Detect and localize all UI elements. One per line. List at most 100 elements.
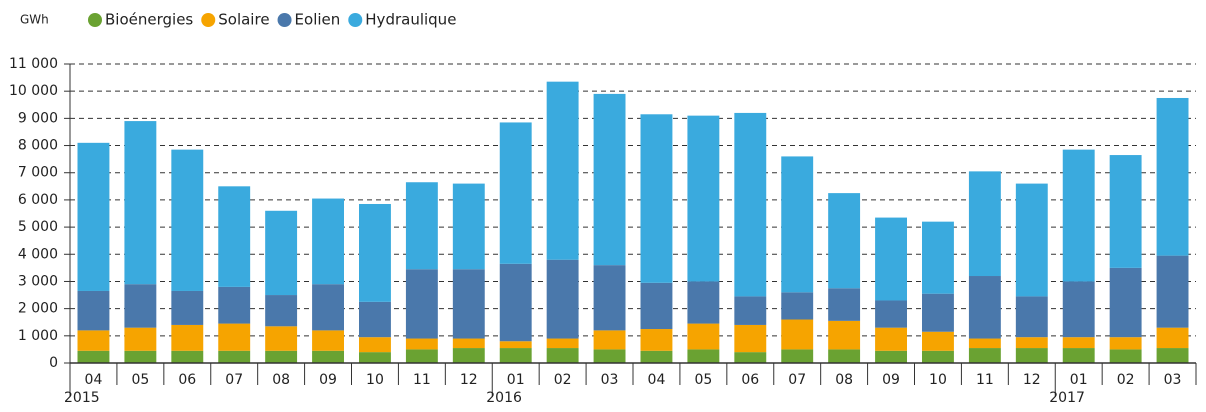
bar-segment — [1156, 327, 1189, 349]
bar-segment — [124, 121, 157, 285]
bar-segment — [218, 323, 251, 351]
y-tick-label: 5 000 — [18, 219, 58, 235]
bar-segment — [546, 338, 579, 349]
bar-segment — [828, 193, 861, 289]
x-tick-label: 03 — [601, 372, 619, 388]
bar-segment — [171, 290, 204, 325]
bar-segment — [312, 198, 344, 285]
bar-segment — [1015, 337, 1048, 349]
bar-segment — [265, 350, 298, 363]
bar-segment — [546, 259, 579, 339]
year-label: 2016 — [486, 390, 522, 406]
bar-segment — [687, 349, 720, 363]
y-tick-label: 2 000 — [18, 301, 58, 317]
bar-segment — [452, 338, 485, 349]
bar-segment — [452, 183, 485, 270]
legend-label: Hydraulique — [365, 11, 456, 29]
bar-segment — [359, 337, 391, 353]
bar-segment — [124, 350, 157, 363]
bar-segment — [1062, 281, 1095, 338]
bar-segment — [640, 114, 673, 283]
bar-segment — [640, 282, 673, 330]
bar-segment — [875, 350, 907, 363]
bar-segment — [124, 327, 157, 351]
y-axis-label: GWh — [20, 13, 49, 27]
x-tick-label: 07 — [788, 372, 806, 388]
x-tick-label: 06 — [178, 372, 196, 388]
x-tick-label: 09 — [319, 372, 337, 388]
bar-segment — [781, 319, 814, 350]
bar-segment — [875, 217, 907, 301]
legend-marker — [201, 13, 216, 27]
x-tick-label: 01 — [1070, 372, 1088, 388]
legend-marker — [88, 13, 102, 27]
bar-segment — [1015, 183, 1048, 297]
bar-segment — [1156, 348, 1189, 363]
bar-segment — [687, 323, 720, 350]
legend-marker — [348, 13, 363, 27]
x-tick-label: 03 — [1164, 372, 1182, 388]
bar-segment — [640, 350, 673, 363]
bar-segment — [687, 115, 720, 282]
y-tick-label: 4 000 — [18, 246, 58, 262]
bar-segment — [312, 330, 344, 351]
bar-segment — [499, 122, 532, 264]
bar-segment — [77, 330, 110, 351]
bar-segment — [1109, 337, 1142, 350]
bar-segment — [687, 281, 720, 324]
x-tick-label: 06 — [741, 372, 759, 388]
bar-segment — [1062, 149, 1095, 282]
x-tick-label: 11 — [413, 372, 431, 388]
legend-label: Solaire — [218, 11, 269, 29]
y-tick-label: 7 000 — [18, 165, 58, 181]
x-tick-label: 08 — [272, 372, 290, 388]
y-tick-label: 10 000 — [9, 83, 58, 99]
bar-segment — [593, 349, 626, 363]
x-tick-label: 07 — [225, 372, 243, 388]
bar-segment — [546, 81, 579, 260]
bar-segment — [77, 142, 110, 291]
bar-segment — [359, 352, 391, 363]
x-tick-label: 12 — [1023, 372, 1041, 388]
bar-segment — [968, 276, 1001, 339]
year-label: 2015 — [64, 390, 100, 406]
bar-segment — [171, 324, 204, 351]
bar-segment — [171, 350, 204, 363]
bar-segment — [405, 338, 438, 350]
bar-segment — [922, 350, 954, 363]
bar-segment — [265, 326, 298, 351]
bar-segment — [124, 284, 157, 328]
legend-label: Eolien — [295, 11, 341, 29]
bar-segment — [405, 349, 438, 363]
bar-segment — [781, 349, 814, 363]
x-tick-label: 08 — [835, 372, 853, 388]
x-tick-label: 05 — [694, 372, 712, 388]
bar-segment — [452, 269, 485, 339]
x-tick-label: 02 — [554, 372, 572, 388]
y-tick-label: 11 000 — [9, 56, 58, 72]
bar-segment — [640, 329, 673, 351]
x-tick-label: 11 — [976, 372, 994, 388]
bar-segment — [359, 301, 391, 338]
bar-segment — [405, 269, 438, 339]
bar-segment — [171, 149, 204, 291]
bar-segment — [875, 327, 907, 351]
bar-segment — [734, 324, 767, 353]
bar-segment — [1156, 255, 1189, 328]
bar-segment — [968, 338, 1001, 349]
bar-segment — [1109, 155, 1142, 268]
bar-segment — [781, 156, 814, 293]
bar-segment — [1109, 267, 1142, 338]
bar-segment — [218, 186, 251, 287]
bar-segment — [922, 293, 954, 332]
bar-segment — [1109, 349, 1142, 363]
year-label: 2017 — [1049, 390, 1085, 406]
bar-segment — [1062, 348, 1095, 363]
x-tick-label: 04 — [85, 372, 103, 388]
bar-segment — [1062, 337, 1095, 349]
bar-segment — [828, 320, 861, 350]
bar-segment — [968, 171, 1001, 277]
bar-segment — [875, 300, 907, 328]
